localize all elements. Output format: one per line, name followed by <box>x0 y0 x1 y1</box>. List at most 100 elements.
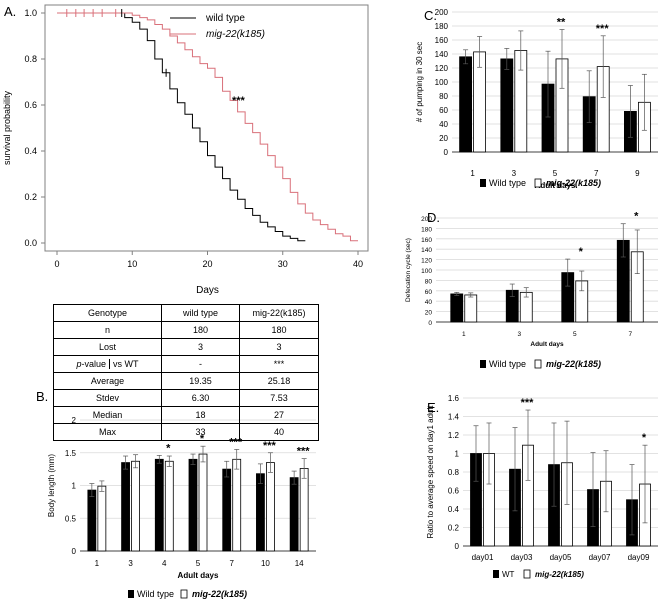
table-row: Average 19.35 25.18 <box>53 372 319 390</box>
legend-label-C-mig22: mig-22(k185) <box>546 178 601 188</box>
table-cell-pvalue: p-value vs WT <box>53 355 162 373</box>
table-header-cell: mig-22(k185) <box>239 304 319 322</box>
survival-curve-mig22 <box>57 12 358 242</box>
significance-C: ** <box>557 17 566 29</box>
y-tick-label-D: 40 <box>425 299 433 306</box>
table-row: Lost 3 3 <box>53 338 319 356</box>
y-tick-label-B: 1.5 <box>65 449 77 458</box>
category-label-D: 3 <box>517 331 521 338</box>
category-label-B: 5 <box>196 559 201 568</box>
panel-label-e: E. <box>427 400 440 415</box>
category-label-E: day09 <box>628 553 650 562</box>
x-tick-label-a: 0 <box>54 259 59 269</box>
bar-C-wt <box>459 56 473 153</box>
y-tick-label-E: 1.4 <box>448 413 460 422</box>
significance-B: *** <box>263 440 277 452</box>
category-label-E: day07 <box>589 553 611 562</box>
bar-B-mig22 <box>164 460 174 552</box>
legend-swatch-C-mig22 <box>534 178 542 188</box>
significance-B: * <box>166 442 171 454</box>
y-tick-label-C: 120 <box>435 64 449 73</box>
pvalue-italic-p: p <box>76 359 82 369</box>
category-label-C: 5 <box>553 169 558 178</box>
legend-label-E-wt: WT <box>502 570 515 579</box>
y-tick-label-D: 200 <box>421 216 432 223</box>
pvalue-vs: vs WT <box>109 359 139 369</box>
bar-B-wt <box>154 458 164 552</box>
legend-swatch-B-mig22 <box>180 589 188 599</box>
table-cell: Average <box>53 372 162 390</box>
category-label-E: day05 <box>550 553 572 562</box>
panel-label-a: A. <box>4 4 17 19</box>
y-tick-label-a: 0.0 <box>24 238 37 248</box>
y-axis-label-D: Defecation cycle (sec) <box>405 238 412 302</box>
y-tick-label-E: 1 <box>455 450 460 459</box>
table-cell: 18 <box>161 406 240 424</box>
y-tick-label-D: 80 <box>425 278 433 285</box>
y-axis-label-E: Ratio to average speed on day1 adult <box>426 405 435 539</box>
y-tick-label-C: 200 <box>435 8 449 17</box>
bar-B-mig22 <box>198 453 208 552</box>
significance-B: *** <box>297 446 311 458</box>
category-label-B: 4 <box>162 559 167 568</box>
y-tick-label-E: 0 <box>455 542 460 551</box>
x-tick-label-a: 40 <box>353 259 363 269</box>
y-tick-label-C: 40 <box>439 120 448 129</box>
y-tick-label-C: 100 <box>435 78 449 87</box>
y-axis-label-C: # of pumping in 30 sec <box>415 42 424 123</box>
y-tick-label-E: 0.2 <box>448 524 460 533</box>
survival-stats-table: Genotype wild type mig-22(k185) n 180 18… <box>53 304 319 441</box>
panel-label-d: D. <box>427 210 440 225</box>
y-tick-label-a: 0.2 <box>24 192 37 202</box>
category-label-C: 3 <box>512 169 517 178</box>
x-axis-label-C: Adult days <box>535 181 576 190</box>
table-cell: Median <box>53 406 162 424</box>
significance-C: *** <box>596 23 610 35</box>
table-cell: Stdev <box>53 389 162 407</box>
y-tick-label-C: 140 <box>435 50 449 59</box>
y-tick-label-D: 100 <box>421 268 432 275</box>
bar-B-mig22 <box>299 468 309 552</box>
table-cell: n <box>53 321 162 339</box>
table-cell: 40 <box>239 423 319 441</box>
y-tick-label-D: 60 <box>425 289 433 296</box>
legend-label-wild-type: wild type <box>205 13 245 24</box>
y-tick-label-B: 0 <box>72 547 77 556</box>
y-tick-label-C: 0 <box>444 148 449 157</box>
legend-swatch-E-mig22 <box>523 569 531 579</box>
category-label-E: day03 <box>511 553 533 562</box>
bar-B-wt <box>222 468 232 552</box>
category-label-D: 7 <box>628 331 632 338</box>
table-row: Median 18 27 <box>53 406 319 424</box>
pvalue-rest: -value <box>81 359 107 369</box>
y-tick-label-D: 20 <box>425 310 433 317</box>
y-tick-label-D: 160 <box>421 237 432 244</box>
table-cell: Max <box>53 423 162 441</box>
legend-label-D-wt: Wild type <box>489 359 526 369</box>
y-tick-label-E: 0.4 <box>448 505 460 514</box>
legend-label-mig22: mig-22(k185) <box>206 29 265 40</box>
bar-B-wt <box>188 458 198 552</box>
table-row: Stdev 6.30 7.53 <box>53 389 319 407</box>
legend-label-E-mig22: mig-22(k185) <box>535 570 584 579</box>
table-cell: 25.18 <box>239 372 319 390</box>
y-tick-label-a: 0.4 <box>24 146 37 156</box>
table-row: p-value vs WT - *** <box>53 355 319 373</box>
x-axis-label-B: Adult days <box>178 571 219 580</box>
table-row: Max 33 40 <box>53 423 319 441</box>
y-tick-label-a: 1.0 <box>24 8 37 18</box>
panel-label-c: C. <box>424 8 437 23</box>
significance-D: * <box>634 211 639 223</box>
legend-label-C-wt: Wild type <box>489 178 526 188</box>
bar-D-wt <box>450 293 464 323</box>
category-label-B: 14 <box>295 559 304 568</box>
y-tick-label-C: 60 <box>439 106 448 115</box>
table-row: n 180 180 <box>53 321 319 339</box>
legend-label-D-mig22: mig-22(k185) <box>546 359 601 369</box>
y-tick-label-D: 140 <box>421 247 432 254</box>
y-tick-label-C: 80 <box>439 92 448 101</box>
category-label-B: 3 <box>128 559 133 568</box>
bar-B-mig22 <box>232 458 242 552</box>
table-row: Genotype wild type mig-22(k185) <box>53 304 319 322</box>
